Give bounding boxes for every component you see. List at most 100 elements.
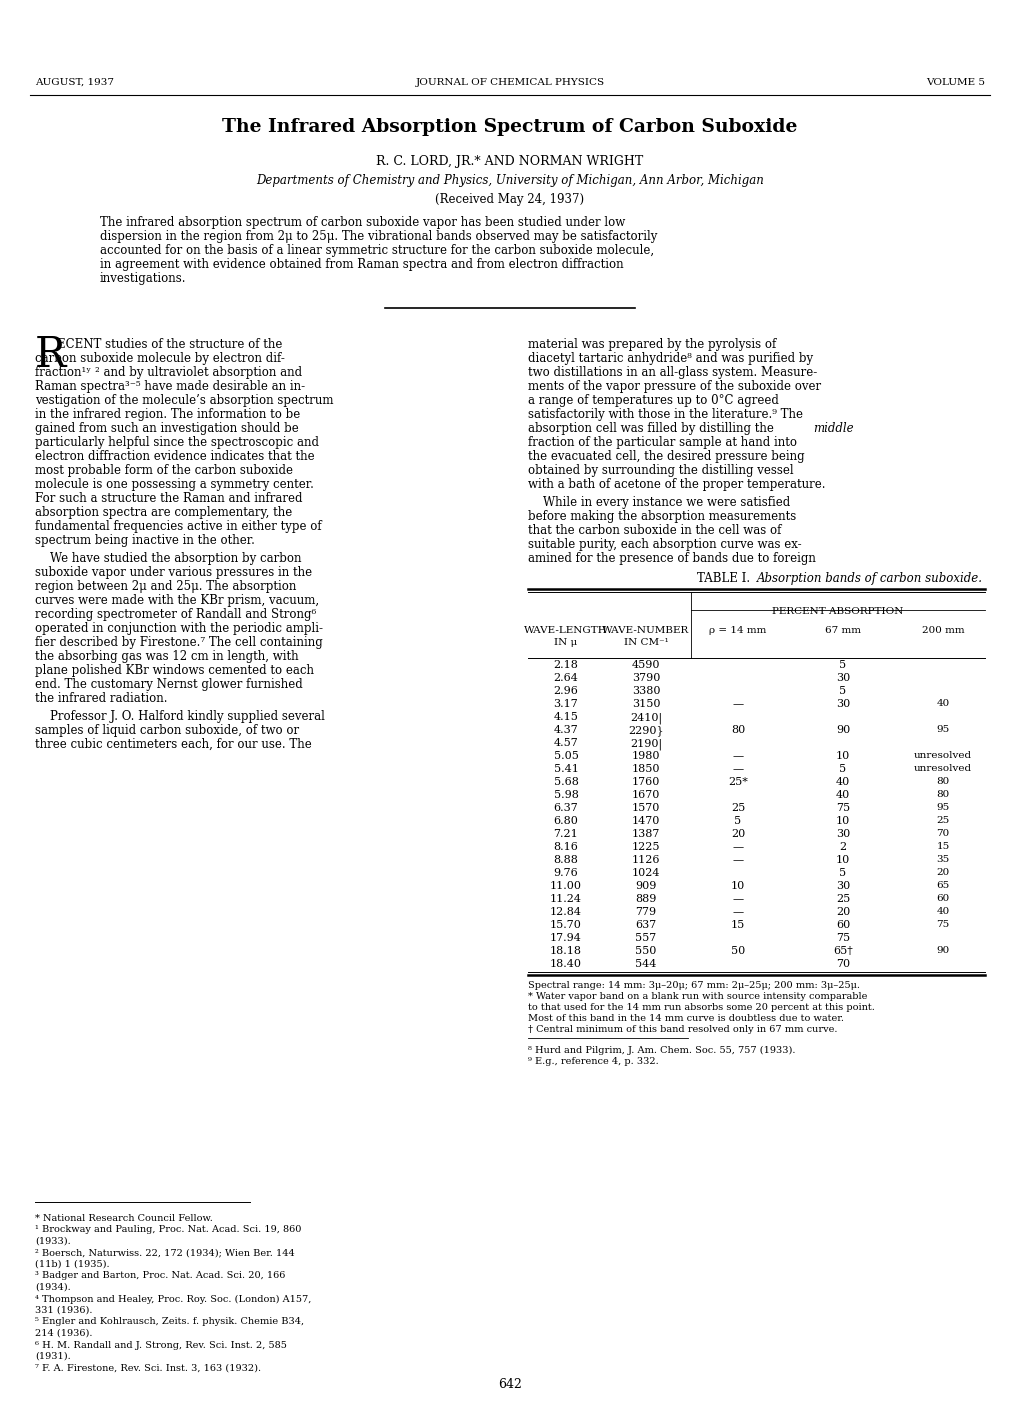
Text: 40: 40 <box>935 700 949 708</box>
Text: samples of liquid carbon suboxide, of two or: samples of liquid carbon suboxide, of tw… <box>35 723 299 737</box>
Text: 1850: 1850 <box>631 764 659 774</box>
Text: absorption cell was filled by distilling the: absorption cell was filled by distilling… <box>528 422 776 435</box>
Text: † Central minimum of this band resolved only in 67 mm curve.: † Central minimum of this band resolved … <box>528 1025 837 1035</box>
Text: While in every instance we were satisfied: While in every instance we were satisfie… <box>528 496 790 509</box>
Text: 10: 10 <box>835 751 849 761</box>
Text: unresolved: unresolved <box>913 751 971 760</box>
Text: recording spectrometer of Randall and Strong⁶: recording spectrometer of Randall and St… <box>35 608 316 621</box>
Text: PERCENT ABSORPTION: PERCENT ABSORPTION <box>771 607 903 615</box>
Text: WAVE-LENGTH
IN μ: WAVE-LENGTH IN μ <box>524 627 607 646</box>
Text: most probable form of the carbon suboxide: most probable form of the carbon suboxid… <box>35 464 292 477</box>
Text: two distillations in an all-glass system. Measure-: two distillations in an all-glass system… <box>528 366 816 379</box>
Text: molecule is one possessing a symmetry center.: molecule is one possessing a symmetry ce… <box>35 478 314 491</box>
Text: 75: 75 <box>836 932 849 944</box>
Text: 544: 544 <box>635 959 656 969</box>
Text: 331 (1936).: 331 (1936). <box>35 1307 93 1315</box>
Text: 15: 15 <box>731 920 745 930</box>
Text: 30: 30 <box>835 673 849 683</box>
Text: Spectral range: 14 mm: 3μ–20μ; 67 mm: 2μ–25μ; 200 mm: 3μ–25μ.: Spectral range: 14 mm: 3μ–20μ; 67 mm: 2μ… <box>528 981 859 990</box>
Text: 5.05: 5.05 <box>553 751 578 761</box>
Text: 1126: 1126 <box>631 855 659 865</box>
Text: —: — <box>732 764 743 774</box>
Text: plane polished KBr windows cemented to each: plane polished KBr windows cemented to e… <box>35 665 314 677</box>
Text: 5.41: 5.41 <box>553 764 578 774</box>
Text: electron diffraction evidence indicates that the: electron diffraction evidence indicates … <box>35 450 314 463</box>
Text: We have studied the absorption by carbon: We have studied the absorption by carbon <box>35 552 302 565</box>
Text: gained from such an investigation should be: gained from such an investigation should… <box>35 422 299 435</box>
Text: region between 2μ and 25μ. The absorption: region between 2μ and 25μ. The absorptio… <box>35 580 297 593</box>
Text: 25: 25 <box>835 894 849 904</box>
Text: 214 (1936).: 214 (1936). <box>35 1329 93 1338</box>
Text: Raman spectra³⁻⁵ have made desirable an in-: Raman spectra³⁻⁵ have made desirable an … <box>35 380 305 393</box>
Text: The Infrared Absorption Spectrum of Carbon Suboxide: The Infrared Absorption Spectrum of Carb… <box>222 118 797 136</box>
Text: 5: 5 <box>839 764 846 774</box>
Text: 20: 20 <box>835 907 849 917</box>
Text: 2190|: 2190| <box>630 737 661 750</box>
Text: 1570: 1570 <box>631 803 659 813</box>
Text: 1225: 1225 <box>631 843 659 852</box>
Text: 10: 10 <box>835 816 849 826</box>
Text: 3.17: 3.17 <box>553 700 578 709</box>
Text: 17.94: 17.94 <box>549 932 582 944</box>
Text: in the infrared region. The information to be: in the infrared region. The information … <box>35 408 300 421</box>
Text: 909: 909 <box>635 880 656 892</box>
Text: (Received May 24, 1937): (Received May 24, 1937) <box>435 193 584 206</box>
Text: 9.76: 9.76 <box>553 868 578 878</box>
Text: 70: 70 <box>836 959 849 969</box>
Text: 6.80: 6.80 <box>553 816 578 826</box>
Text: (1934).: (1934). <box>35 1283 70 1293</box>
Text: investigations.: investigations. <box>100 272 186 285</box>
Text: 5: 5 <box>839 660 846 670</box>
Text: 1760: 1760 <box>631 777 659 787</box>
Text: the infrared radiation.: the infrared radiation. <box>35 693 167 705</box>
Text: ¹ Brockway and Pauling, Proc. Nat. Acad. Sci. 19, 860: ¹ Brockway and Pauling, Proc. Nat. Acad.… <box>35 1225 301 1235</box>
Text: —: — <box>732 751 743 761</box>
Text: absorption spectra are complementary, the: absorption spectra are complementary, th… <box>35 506 292 519</box>
Text: Departments of Chemistry and Physics, University of Michigan, Ann Arbor, Michiga: Departments of Chemistry and Physics, Un… <box>256 174 763 186</box>
Text: 65†: 65† <box>833 946 852 956</box>
Text: 4.37: 4.37 <box>553 725 578 735</box>
Text: 5.98: 5.98 <box>553 789 578 801</box>
Text: 60: 60 <box>835 920 849 930</box>
Text: operated in conjunction with the periodic ampli-: operated in conjunction with the periodi… <box>35 622 323 635</box>
Text: 10: 10 <box>835 855 849 865</box>
Text: dispersion in the region from 2μ to 25μ. The vibrational bands observed may be s: dispersion in the region from 2μ to 25μ.… <box>100 230 656 243</box>
Text: 90: 90 <box>835 725 849 735</box>
Text: 40: 40 <box>835 777 849 787</box>
Text: suboxide vapor under various pressures in the: suboxide vapor under various pressures i… <box>35 566 312 579</box>
Text: 80: 80 <box>935 777 949 787</box>
Text: 4590: 4590 <box>631 660 659 670</box>
Text: 637: 637 <box>635 920 656 930</box>
Text: obtained by surrounding the distilling vessel: obtained by surrounding the distilling v… <box>528 464 793 477</box>
Text: 30: 30 <box>835 700 849 709</box>
Text: before making the absorption measurements: before making the absorption measurement… <box>528 510 796 523</box>
Text: end. The customary Nernst glower furnished: end. The customary Nernst glower furnish… <box>35 679 303 691</box>
Text: 20: 20 <box>935 868 949 878</box>
Text: ⁸ Hurd and Pilgrim, J. Am. Chem. Soc. 55, 757 (1933).: ⁸ Hurd and Pilgrim, J. Am. Chem. Soc. 55… <box>528 1046 795 1056</box>
Text: AUGUST, 1937: AUGUST, 1937 <box>35 79 114 87</box>
Text: The infrared absorption spectrum of carbon suboxide vapor has been studied under: The infrared absorption spectrum of carb… <box>100 216 625 229</box>
Text: ² Boersch, Naturwiss. 22, 172 (1934); Wien Ber. 144: ² Boersch, Naturwiss. 22, 172 (1934); Wi… <box>35 1249 294 1258</box>
Text: 1470: 1470 <box>631 816 659 826</box>
Text: 90: 90 <box>935 946 949 955</box>
Text: (1933).: (1933). <box>35 1237 70 1246</box>
Text: 4.57: 4.57 <box>553 737 578 749</box>
Text: 3380: 3380 <box>631 686 659 695</box>
Text: 30: 30 <box>835 829 849 838</box>
Text: 20: 20 <box>731 829 745 838</box>
Text: amined for the presence of bands due to foreign: amined for the presence of bands due to … <box>528 552 815 565</box>
Text: Professor J. O. Halford kindly supplied several: Professor J. O. Halford kindly supplied … <box>35 709 325 723</box>
Text: For such a structure the Raman and infrared: For such a structure the Raman and infra… <box>35 492 303 505</box>
Text: (1931).: (1931). <box>35 1352 70 1361</box>
Text: the evacuated cell, the desired pressure being: the evacuated cell, the desired pressure… <box>528 450 804 463</box>
Text: 11.00: 11.00 <box>549 880 582 892</box>
Text: * Water vapor band on a blank run with source intensity comparable: * Water vapor band on a blank run with s… <box>528 993 866 1001</box>
Text: 67 mm: 67 mm <box>824 627 860 635</box>
Text: 6.37: 6.37 <box>553 803 578 813</box>
Text: 25: 25 <box>935 816 949 824</box>
Text: 18.40: 18.40 <box>549 959 582 969</box>
Text: 60: 60 <box>935 894 949 903</box>
Text: with a bath of acetone of the proper temperature.: with a bath of acetone of the proper tem… <box>528 478 824 491</box>
Text: diacetyl tartaric anhydride⁸ and was purified by: diacetyl tartaric anhydride⁸ and was pur… <box>528 352 812 365</box>
Text: 1670: 1670 <box>631 789 659 801</box>
